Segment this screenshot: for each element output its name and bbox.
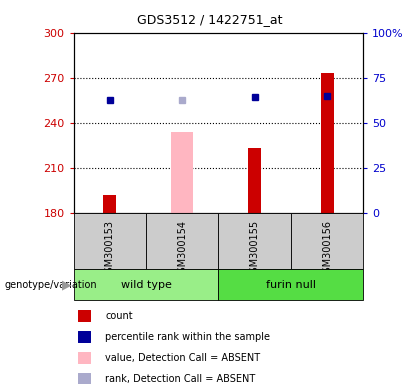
Bar [218, 213, 291, 269]
Bar [103, 195, 116, 213]
Text: GSM300153: GSM300153 [105, 220, 115, 279]
Text: genotype/variation: genotype/variation [4, 280, 97, 290]
Bar [320, 73, 333, 213]
Text: rank, Detection Call = ABSENT: rank, Detection Call = ABSENT [105, 374, 255, 384]
Bar [248, 149, 261, 213]
Text: value, Detection Call = ABSENT: value, Detection Call = ABSENT [105, 353, 260, 363]
Text: GSM300155: GSM300155 [249, 220, 260, 279]
Bar [171, 132, 193, 213]
Bar [74, 213, 146, 269]
Text: count: count [105, 311, 133, 321]
Text: wild type: wild type [121, 280, 171, 290]
Bar [218, 269, 363, 300]
Text: furin null: furin null [266, 280, 316, 290]
Text: GSM300154: GSM300154 [177, 220, 187, 279]
Text: ▶: ▶ [62, 278, 71, 291]
Text: GDS3512 / 1422751_at: GDS3512 / 1422751_at [137, 13, 283, 26]
Text: GSM300156: GSM300156 [322, 220, 332, 279]
Bar [146, 213, 218, 269]
Bar [291, 213, 363, 269]
Bar [74, 269, 218, 300]
Text: percentile rank within the sample: percentile rank within the sample [105, 332, 270, 342]
